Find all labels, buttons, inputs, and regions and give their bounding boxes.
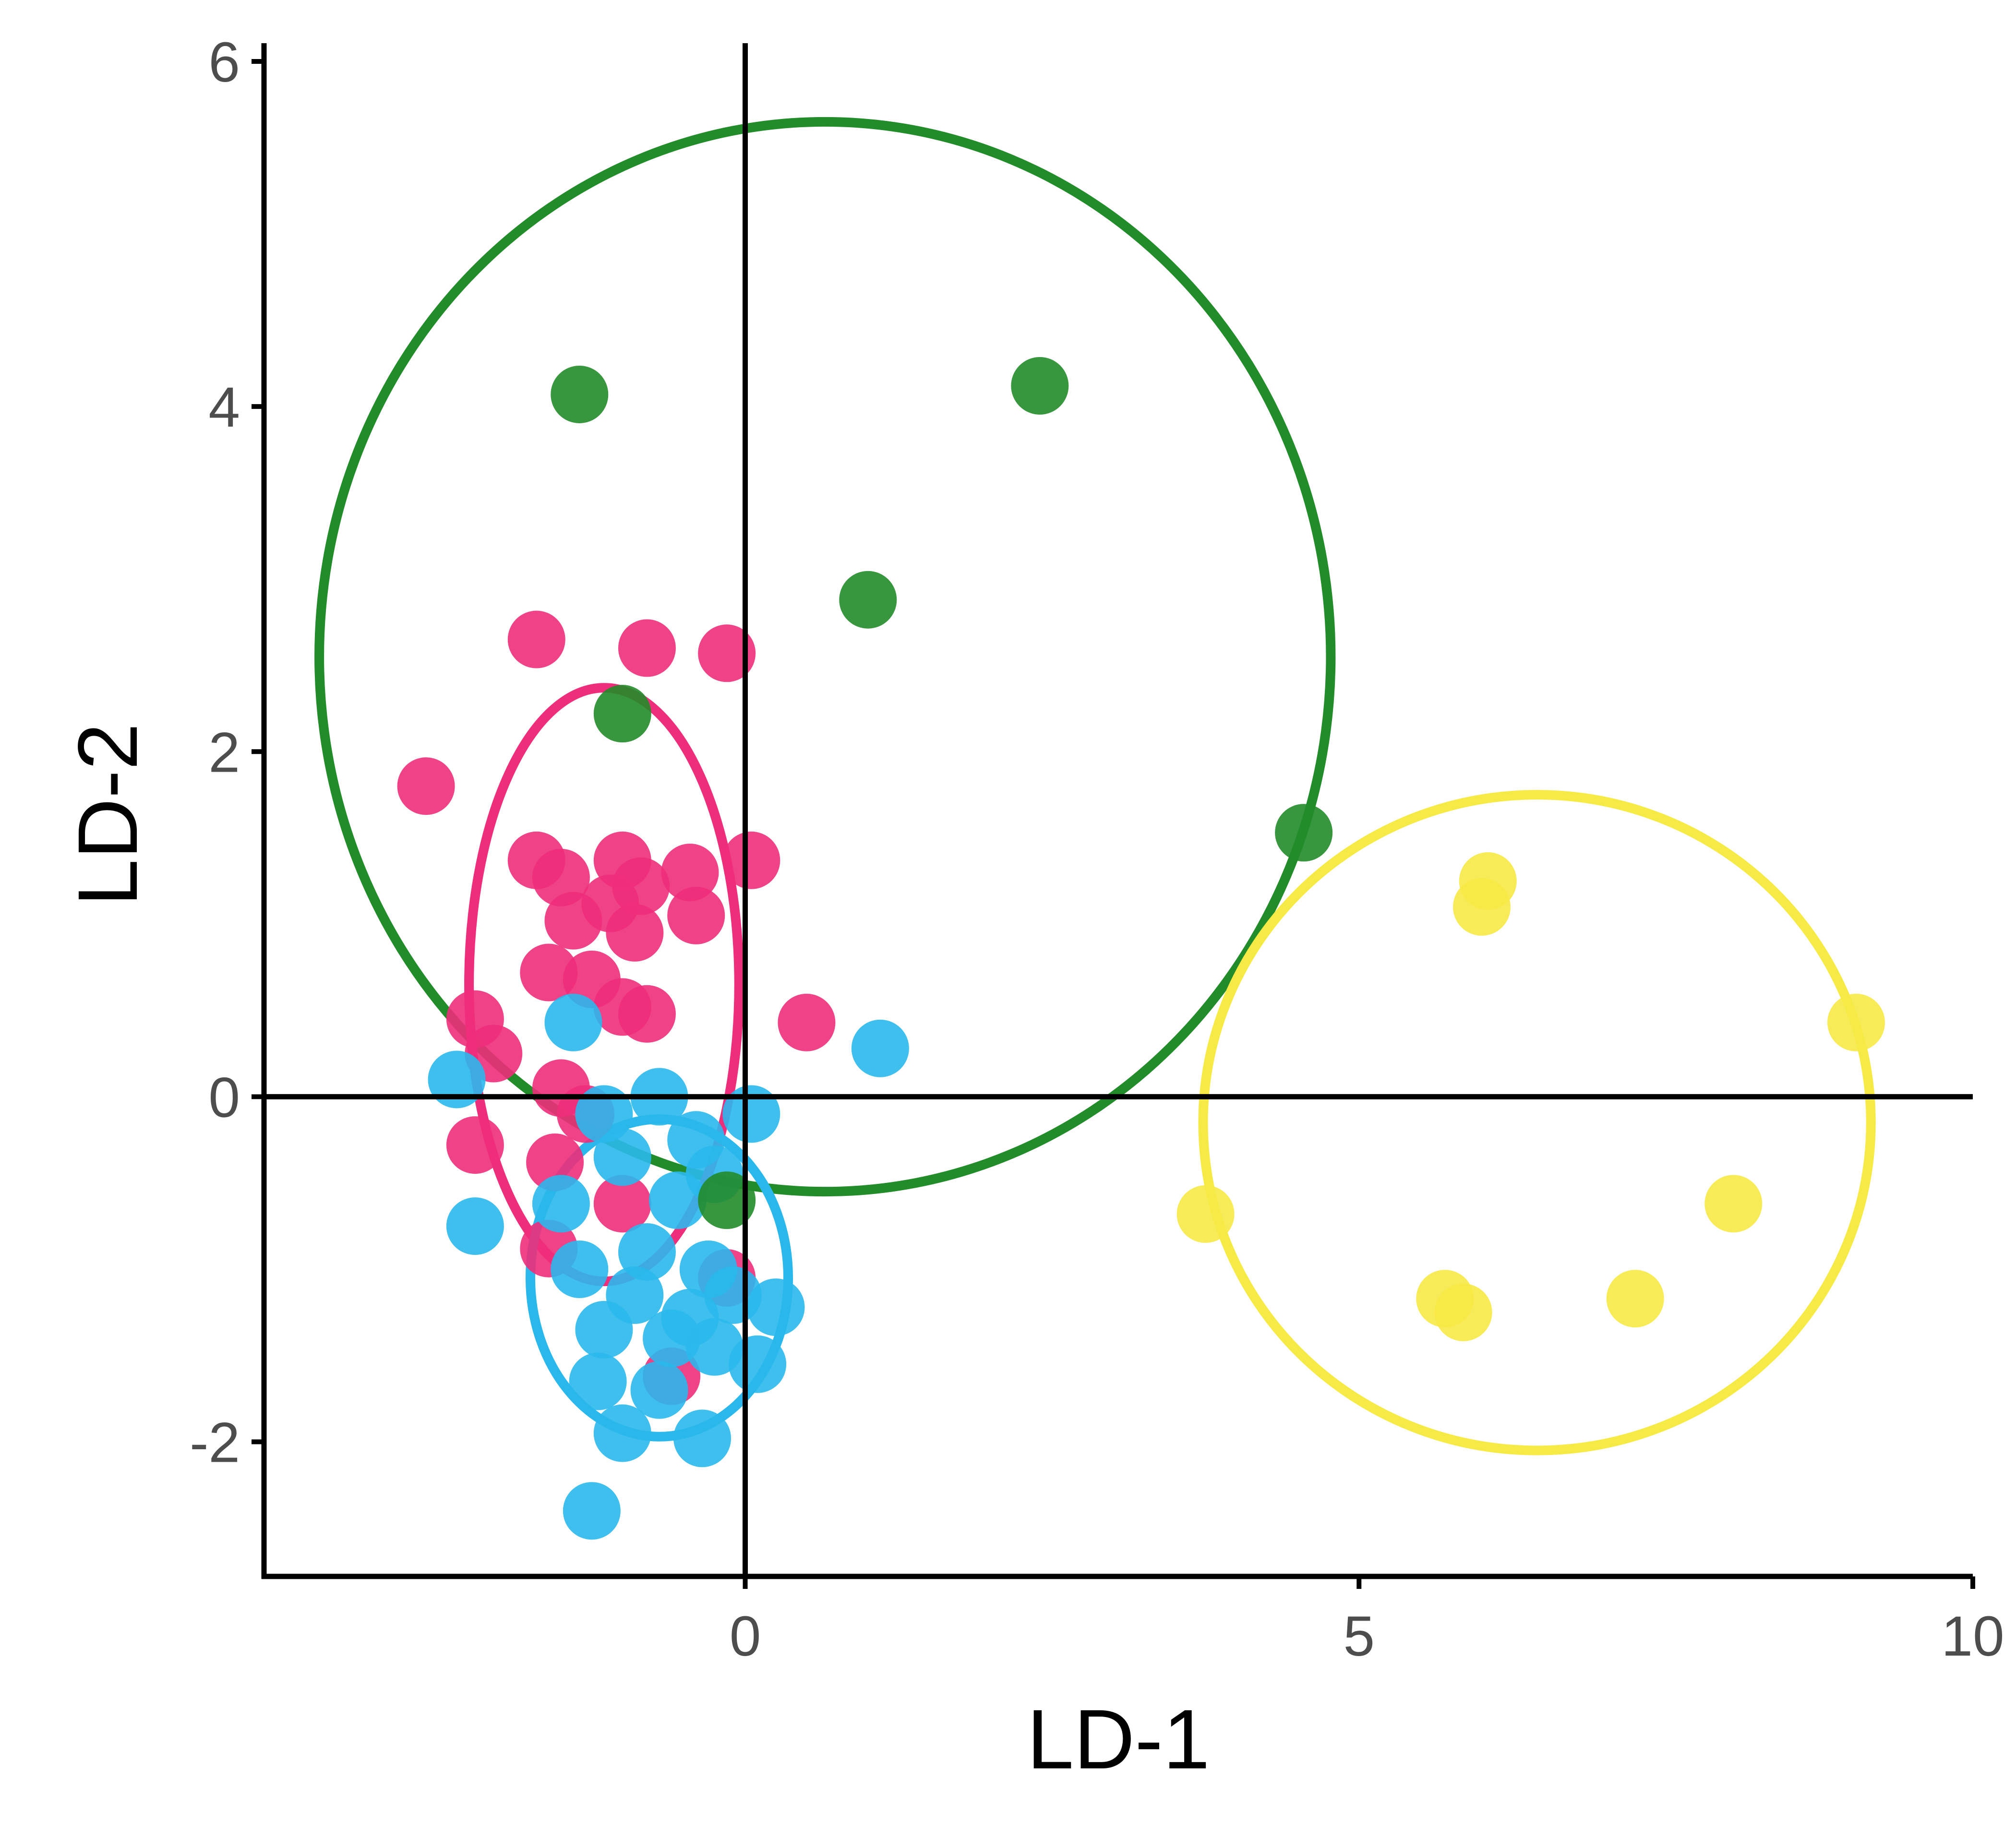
data-point-group2-2 (544, 993, 602, 1051)
data-point-group1-12 (667, 886, 725, 944)
data-point-group1-3 (698, 624, 756, 682)
data-point-group1-15 (520, 943, 578, 1002)
data-point-group2-24 (569, 1352, 627, 1410)
data-point-group4-7 (1434, 1283, 1492, 1341)
data-point-group1-7 (722, 831, 780, 889)
data-point-group2-3 (428, 1050, 486, 1109)
data-point-group2-4 (722, 1085, 780, 1143)
data-point-group1-1 (507, 610, 565, 668)
data-point-group1-24 (446, 1116, 504, 1174)
data-point-group2-11 (532, 1175, 590, 1233)
y-tick-label: -2 (190, 1411, 240, 1475)
data-point-group2-27 (673, 1409, 732, 1467)
data-point-group4-3 (1827, 993, 1885, 1051)
y-axis-title: LD-2 (61, 723, 155, 906)
data-point-group1-2 (618, 619, 676, 677)
x-tick-label: 5 (1343, 1605, 1375, 1668)
data-point-group3-1 (551, 365, 609, 423)
data-point-group4-8 (1606, 1270, 1664, 1328)
data-point-group1-9 (532, 848, 590, 907)
data-point-group1-14 (606, 904, 664, 962)
x-axis-title: LD-1 (1027, 1693, 1210, 1787)
data-point-group3-4 (593, 685, 651, 743)
confidence-ellipse-1 (314, 117, 1336, 1197)
data-points (397, 357, 1885, 1540)
y-tick-label: 6 (208, 31, 240, 94)
data-point-group2-10 (648, 1171, 707, 1229)
data-point-group2-13 (551, 1240, 609, 1298)
data-point-group3-6 (698, 1171, 756, 1229)
data-point-group1-18 (593, 978, 651, 1036)
data-point-group1-26 (593, 1175, 651, 1233)
data-point-group2-25 (630, 1361, 688, 1419)
data-point-group1-19 (778, 993, 836, 1051)
data-point-group1-13 (544, 892, 602, 950)
reference-lines (264, 43, 1973, 1576)
data-point-group2-23 (729, 1335, 787, 1393)
data-point-group2-1 (851, 1019, 909, 1077)
data-point-group1-4 (397, 757, 455, 815)
data-point-group2-20 (575, 1300, 633, 1359)
data-point-group4-5 (1704, 1175, 1763, 1233)
data-point-group3-3 (839, 571, 897, 629)
data-point-group2-18 (747, 1278, 805, 1336)
y-tick-label: 4 (208, 376, 240, 439)
data-point-group1-8 (661, 843, 719, 901)
data-point-group2-21 (643, 1309, 701, 1367)
x-tick-label: 0 (730, 1605, 761, 1668)
confidence-ellipse-4 (1198, 790, 1876, 1455)
data-point-group4-2 (1453, 878, 1511, 936)
y-tick-label: 2 (208, 721, 240, 784)
data-point-group2-8 (593, 1128, 651, 1186)
data-point-group2-28 (563, 1482, 621, 1540)
data-point-group2-14 (618, 1223, 676, 1281)
data-point-group4-4 (1176, 1185, 1235, 1243)
data-point-group3-2 (1011, 357, 1069, 415)
data-point-group2-6 (575, 1085, 633, 1143)
data-point-group3-5 (1275, 804, 1333, 862)
data-point-group2-26 (593, 1404, 651, 1462)
data-point-group2-12 (446, 1197, 504, 1255)
y-tick-label: 0 (208, 1066, 240, 1129)
x-tick-label: 10 (1941, 1605, 2004, 1668)
axes: 6 4 2 0 -2 0 5 10 (190, 31, 2004, 1668)
